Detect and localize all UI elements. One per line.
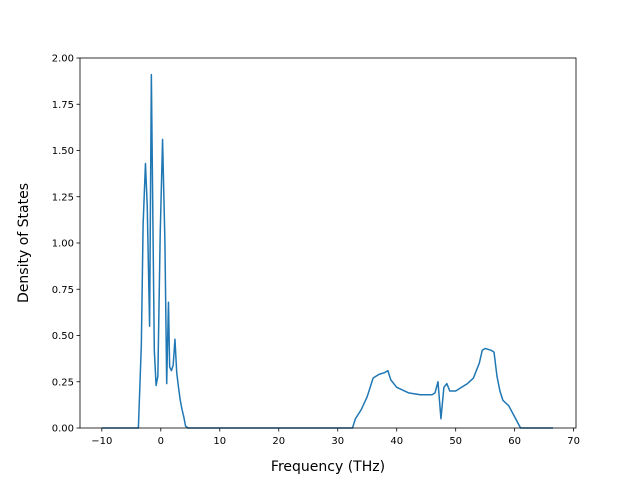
x-tick-label: 30	[331, 436, 344, 447]
dos-curve	[101, 73, 553, 429]
y-tick-label: 1.25	[52, 192, 74, 203]
x-tick-label: 70	[567, 436, 580, 447]
y-tick-label: 0.00	[52, 424, 74, 435]
y-tick-label: 0.25	[52, 377, 74, 388]
x-tick-label: 10	[213, 436, 226, 447]
y-tick-label: 2.00	[52, 54, 74, 65]
x-axis-ticks: −10 0 10 20 30 40 50 60 70	[91, 428, 580, 447]
x-tick-label: 60	[508, 436, 521, 447]
x-tick-label: 0	[158, 436, 164, 447]
x-tick-label: −10	[91, 436, 112, 447]
y-tick-label: 1.75	[52, 100, 74, 111]
y-axis-label: Density of States	[16, 183, 32, 303]
y-axis-ticks: 0.00 0.25 0.50 0.75 1.00 1.25 1.50 1.75 2.00	[52, 54, 80, 435]
y-tick-label: 1.50	[52, 146, 74, 157]
x-tick-label: 40	[390, 436, 403, 447]
y-tick-label: 0.50	[52, 331, 74, 342]
y-tick-label: 0.75	[52, 285, 74, 296]
x-axis-label: Frequency (THz)	[271, 459, 385, 475]
y-tick-label: 1.00	[52, 239, 74, 250]
x-tick-label: 50	[449, 436, 462, 447]
x-tick-label: 20	[272, 436, 285, 447]
plot-frame	[79, 57, 577, 429]
